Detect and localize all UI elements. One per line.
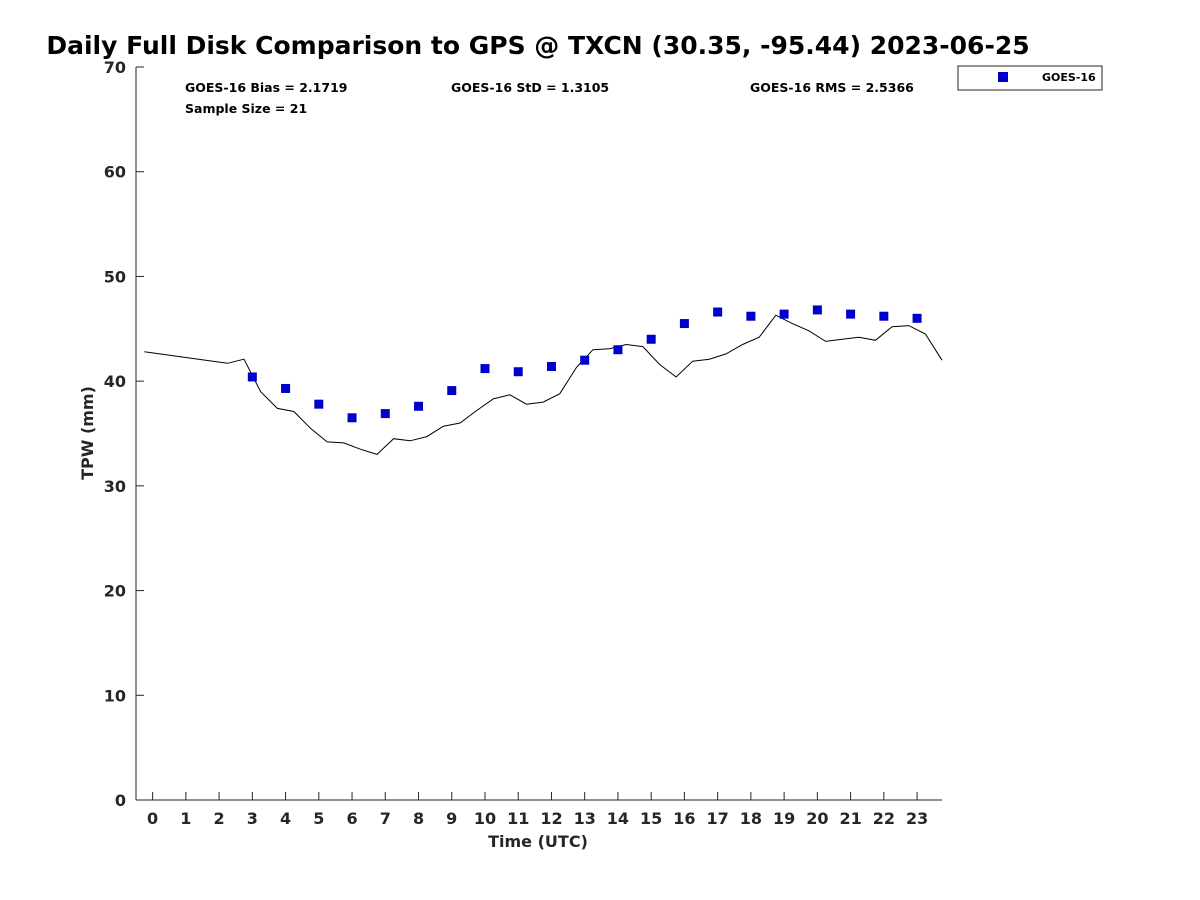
stat-bias: GOES-16 Bias = 2.1719 <box>185 80 347 95</box>
goes-16-point <box>447 386 457 396</box>
goes-16-point <box>879 311 889 321</box>
x-tick-label: 13 <box>574 809 596 828</box>
y-axis-label: TPW (mm) <box>78 386 97 480</box>
gps-tpw-line <box>144 314 943 455</box>
y-tick-label: 20 <box>104 582 126 601</box>
goes-16-point <box>679 319 689 329</box>
x-tick-label: 1 <box>180 809 191 828</box>
goes-16-point <box>513 367 523 377</box>
legend: GOES-16 <box>957 65 1103 91</box>
goes-16-point <box>613 345 623 355</box>
legend-label-goes-16: GOES-16 <box>1042 71 1096 84</box>
goes-16-point <box>713 307 723 317</box>
y-tick-label: 0 <box>115 791 126 810</box>
goes-16-point <box>546 361 556 371</box>
x-tick-label: 8 <box>413 809 424 828</box>
stat-std: GOES-16 StD = 1.3105 <box>451 80 609 95</box>
goes-16-point <box>912 313 922 323</box>
y-tick-label: 60 <box>104 163 126 182</box>
y-tick-label: 50 <box>104 267 126 286</box>
goes-16-point <box>646 334 656 344</box>
x-axis-ticks: 0 1 2 3 4 5 6 7 8 9 10 11 12 13 14 15 16 17 18 19 20 21 22 23 <box>147 792 928 828</box>
plot-background <box>136 67 942 800</box>
x-tick-label: 0 <box>147 809 158 828</box>
goes-16-point <box>480 364 490 374</box>
y-tick-label: 70 <box>104 58 126 77</box>
goes-16-point <box>380 409 390 419</box>
x-tick-label: 19 <box>773 809 795 828</box>
x-tick-label: 18 <box>740 809 762 828</box>
x-tick-label: 11 <box>507 809 529 828</box>
x-tick-label: 23 <box>906 809 928 828</box>
goes-16-point <box>314 399 324 409</box>
stats-annotations: GOES-16 Bias = 2.1719 GOES-16 StD = 1.31… <box>185 80 914 116</box>
y-axis-ticks: 0 10 20 30 40 50 60 70 <box>104 58 144 810</box>
chart-title: Daily Full Disk Comparison to GPS @ TXCN… <box>46 31 1029 60</box>
x-tick-label: 5 <box>313 809 324 828</box>
x-tick-label: 6 <box>346 809 357 828</box>
x-tick-label: 7 <box>380 809 391 828</box>
x-tick-label: 14 <box>607 809 629 828</box>
y-tick-label: 40 <box>104 372 126 391</box>
x-axis-label: Time (UTC) <box>488 832 588 851</box>
x-tick-label: 16 <box>673 809 695 828</box>
x-tick-label: 12 <box>540 809 562 828</box>
x-tick-label: 17 <box>707 809 729 828</box>
x-tick-label: 4 <box>280 809 291 828</box>
y-tick-label: 30 <box>104 477 126 496</box>
goes-16-point <box>846 309 856 319</box>
x-tick-label: 10 <box>474 809 496 828</box>
series-layer <box>144 305 943 455</box>
stat-rms: GOES-16 RMS = 2.5366 <box>750 80 914 95</box>
x-tick-label: 20 <box>806 809 828 828</box>
x-tick-label: 3 <box>247 809 258 828</box>
x-tick-label: 21 <box>839 809 861 828</box>
x-tick-label: 2 <box>214 809 225 828</box>
goes-16-point <box>247 372 257 382</box>
x-tick-label: 9 <box>446 809 457 828</box>
x-tick-label: 15 <box>640 809 662 828</box>
goes-16-point <box>414 401 424 411</box>
legend-box <box>957 65 1103 91</box>
goes-16-point <box>746 311 756 321</box>
goes-16-point <box>779 309 789 319</box>
goes-16-point <box>812 305 822 315</box>
goes-16-point <box>347 413 357 423</box>
goes-16-point <box>580 355 590 365</box>
legend-marker-goes-16 <box>998 72 1008 82</box>
y-tick-label: 10 <box>104 686 126 705</box>
x-tick-label: 22 <box>873 809 895 828</box>
stat-sample-size: Sample Size = 21 <box>185 101 307 116</box>
goes-16-point <box>281 383 291 393</box>
